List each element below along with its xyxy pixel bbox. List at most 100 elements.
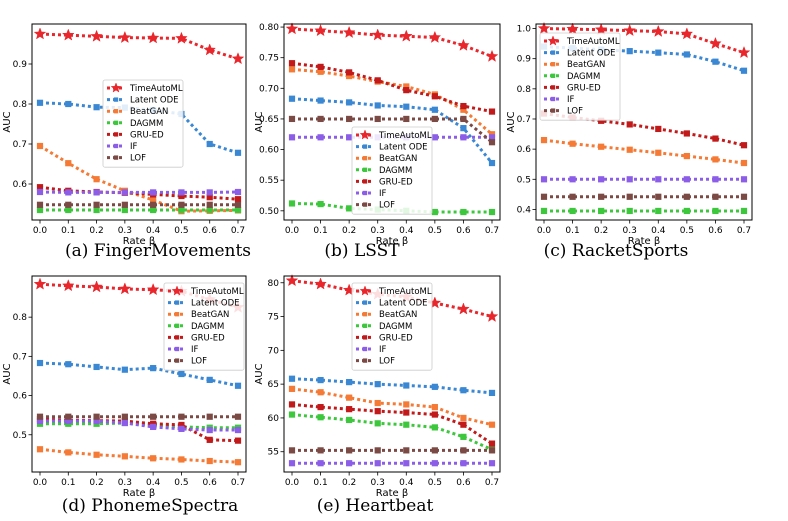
data-point-lof bbox=[569, 193, 576, 200]
data-point-lof bbox=[740, 193, 748, 200]
chart-caption: (c) RacketSports bbox=[544, 241, 689, 261]
x-tick-label: 0.1 bbox=[313, 478, 327, 488]
data-point-lof bbox=[288, 447, 296, 454]
y-tick-label: 55 bbox=[268, 448, 279, 458]
data-point-beatgan bbox=[626, 146, 633, 153]
data-point-beatgan bbox=[712, 156, 719, 163]
x-tick-label: 0.7 bbox=[485, 226, 499, 236]
data-point-latent-ode bbox=[317, 376, 324, 384]
legend-marker-gru-ed bbox=[174, 335, 180, 340]
data-point-if bbox=[234, 426, 242, 434]
data-point-beatgan bbox=[655, 149, 662, 156]
x-tick-label: 0.4 bbox=[146, 478, 161, 488]
data-point-if bbox=[121, 419, 128, 427]
x-tick-label: 0.5 bbox=[174, 226, 188, 236]
data-point-timeautoml bbox=[680, 27, 694, 40]
x-tick-label: 0.3 bbox=[371, 478, 385, 488]
legend-marker-if bbox=[113, 143, 119, 149]
legend-box bbox=[539, 32, 621, 121]
data-point-lof bbox=[36, 201, 44, 208]
legend-label-lof: LOF bbox=[130, 154, 146, 164]
data-point-dagmm bbox=[234, 206, 242, 214]
data-point-lof bbox=[431, 447, 438, 454]
y-tick-label: 0.7 bbox=[13, 352, 27, 362]
data-point-latent-ode bbox=[346, 99, 353, 106]
y-tick-label: 0.9 bbox=[13, 60, 28, 70]
y-tick-label: 0.65 bbox=[259, 115, 279, 125]
x-tick-label: 0.5 bbox=[174, 478, 188, 488]
data-point-gru-ed bbox=[431, 93, 438, 100]
legend-label-beatgan: BeatGAN bbox=[379, 154, 417, 164]
data-point-gru-ed bbox=[403, 409, 410, 416]
data-point-gru-ed bbox=[234, 437, 242, 444]
data-point-latent-ode bbox=[488, 159, 496, 167]
legend-marker-if bbox=[550, 96, 556, 102]
x-tick-label: 0.2 bbox=[89, 226, 103, 236]
data-point-if bbox=[460, 460, 467, 467]
data-point-if bbox=[431, 460, 438, 467]
legend-marker-if bbox=[362, 346, 368, 352]
data-point-if bbox=[288, 134, 296, 141]
data-point-beatgan bbox=[36, 142, 44, 150]
data-point-beatgan bbox=[317, 389, 324, 396]
legend-label-dagmm: DAGMM bbox=[379, 322, 412, 332]
legend-label-lof: LOF bbox=[379, 201, 395, 211]
data-point-lof bbox=[431, 115, 438, 123]
data-point-dagmm bbox=[374, 420, 381, 427]
data-point-lof bbox=[460, 447, 467, 454]
legend-box bbox=[351, 126, 433, 215]
y-tick-label: 75 bbox=[268, 313, 279, 323]
data-point-latent-ode bbox=[234, 382, 242, 389]
legend-label-latent-ode: Latent ODE bbox=[191, 299, 240, 309]
x-tick-label: 0.7 bbox=[485, 478, 499, 488]
data-point-lof bbox=[178, 413, 185, 420]
data-point-lof bbox=[36, 413, 44, 420]
data-point-timeautoml bbox=[737, 45, 751, 59]
data-point-lof bbox=[683, 193, 690, 200]
y-tick-label: 0.50 bbox=[259, 207, 279, 217]
y-tick-label: 0.60 bbox=[259, 146, 279, 156]
x-tick-label: 0.1 bbox=[61, 226, 75, 236]
data-point-lof bbox=[403, 447, 410, 454]
data-point-latent-ode bbox=[712, 58, 719, 65]
data-point-if bbox=[234, 188, 242, 196]
data-point-gru-ed bbox=[598, 117, 605, 124]
chart-panel-5: 0.0 0.1 0.2 0.3 0.4 0.5 0.6 0.7 55 60 65 70 75 80 Rate… bbox=[254, 274, 501, 516]
data-point-beatgan bbox=[346, 394, 353, 401]
data-point-lof bbox=[317, 447, 324, 454]
data-point-lof bbox=[65, 413, 72, 420]
data-point-if bbox=[488, 134, 496, 141]
x-tick-label: 0.7 bbox=[231, 226, 245, 236]
data-point-gru-ed bbox=[36, 184, 44, 191]
data-point-lof bbox=[598, 193, 605, 200]
legend-marker-latent-ode bbox=[174, 300, 180, 305]
legend-marker-lof bbox=[362, 358, 368, 363]
x-tick-label: 0.5 bbox=[680, 226, 694, 236]
legend-marker-latent-ode bbox=[550, 50, 556, 55]
x-axis-label: Rate β bbox=[376, 488, 409, 499]
series-line-gru-ed bbox=[291, 402, 493, 445]
data-point-lof bbox=[121, 201, 128, 208]
x-tick-label: 0.0 bbox=[33, 226, 48, 236]
data-point-gru-ed bbox=[460, 421, 467, 428]
x-tick-label: 0.6 bbox=[203, 226, 218, 236]
data-point-latent-ode bbox=[374, 102, 381, 109]
data-point-latent-ode bbox=[460, 387, 467, 394]
y-tick-label: 0.4 bbox=[517, 205, 532, 215]
plot-frame bbox=[283, 275, 501, 473]
data-point-timeautoml bbox=[399, 29, 413, 42]
data-point-if bbox=[178, 189, 185, 196]
y-tick-label: 70 bbox=[268, 346, 280, 356]
legend-label-if: IF bbox=[379, 345, 387, 355]
series-line-beatgan bbox=[291, 387, 493, 427]
data-point-if bbox=[36, 188, 44, 196]
data-point-lof bbox=[540, 193, 548, 200]
data-point-beatgan bbox=[431, 404, 438, 411]
legend-marker-dagmm bbox=[174, 323, 180, 328]
legend-marker-beatgan bbox=[362, 156, 368, 161]
data-point-if bbox=[206, 189, 213, 196]
